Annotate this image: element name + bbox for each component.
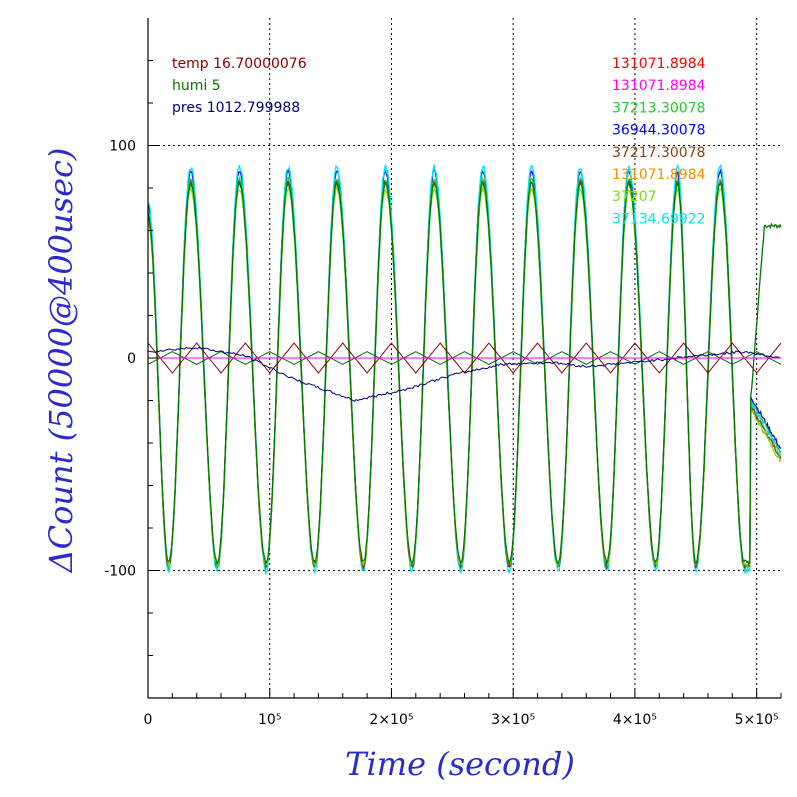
series-layer [147, 163, 782, 576]
legend-right-item: 36944.30078 [612, 123, 706, 139]
y-axis-title: ΔCount (50000@400usec) [42, 148, 80, 575]
x-tick-label: 4×10⁵ [613, 712, 657, 728]
legend-right-item: 37134.69922 [612, 211, 706, 227]
legend-left-item: temp 16.70000076 [172, 56, 307, 72]
y-tick-label: -100 [104, 564, 136, 580]
x-tick-label: 3×10⁵ [491, 712, 535, 728]
x-axis-title: Time (second) [345, 745, 575, 783]
x-tick-label: 2×10⁵ [369, 712, 413, 728]
legend-right-item: 37213.30078 [612, 100, 706, 116]
legend-right-item: 37217.30078 [612, 145, 706, 161]
legend-left-item: pres 1012.799988 [172, 100, 300, 116]
x-tick-label: 5×10⁵ [735, 712, 779, 728]
tick-labels: 0 10⁵ 2×10⁵ 3×10⁵ 4×10⁵ 5×10⁵ 100 0 -100 [104, 139, 778, 729]
y-tick-label: 100 [109, 139, 136, 155]
axes [147, 18, 782, 699]
series-line [147, 185, 782, 568]
legend: temp 16.70000076 humi 5 pres 1012.799988 13… [172, 56, 706, 227]
legend-right-item: 131071.8984 [612, 78, 706, 94]
x-tick-label: 10⁵ [258, 712, 281, 728]
legend-right-item: 131071.8984 [612, 56, 706, 72]
y-tick-label: 0 [127, 351, 136, 367]
legend-left-item: humi 5 [172, 78, 221, 94]
sensor-line-humi [147, 351, 782, 365]
sensor-line-temp [147, 342, 782, 374]
legend-right-item: 131071.8984 [612, 167, 706, 183]
sensor-line-pres [148, 346, 780, 402]
x-tick-label: 0 [144, 712, 153, 728]
legend-right-item: 37207 [612, 189, 657, 205]
series-line [147, 179, 782, 566]
